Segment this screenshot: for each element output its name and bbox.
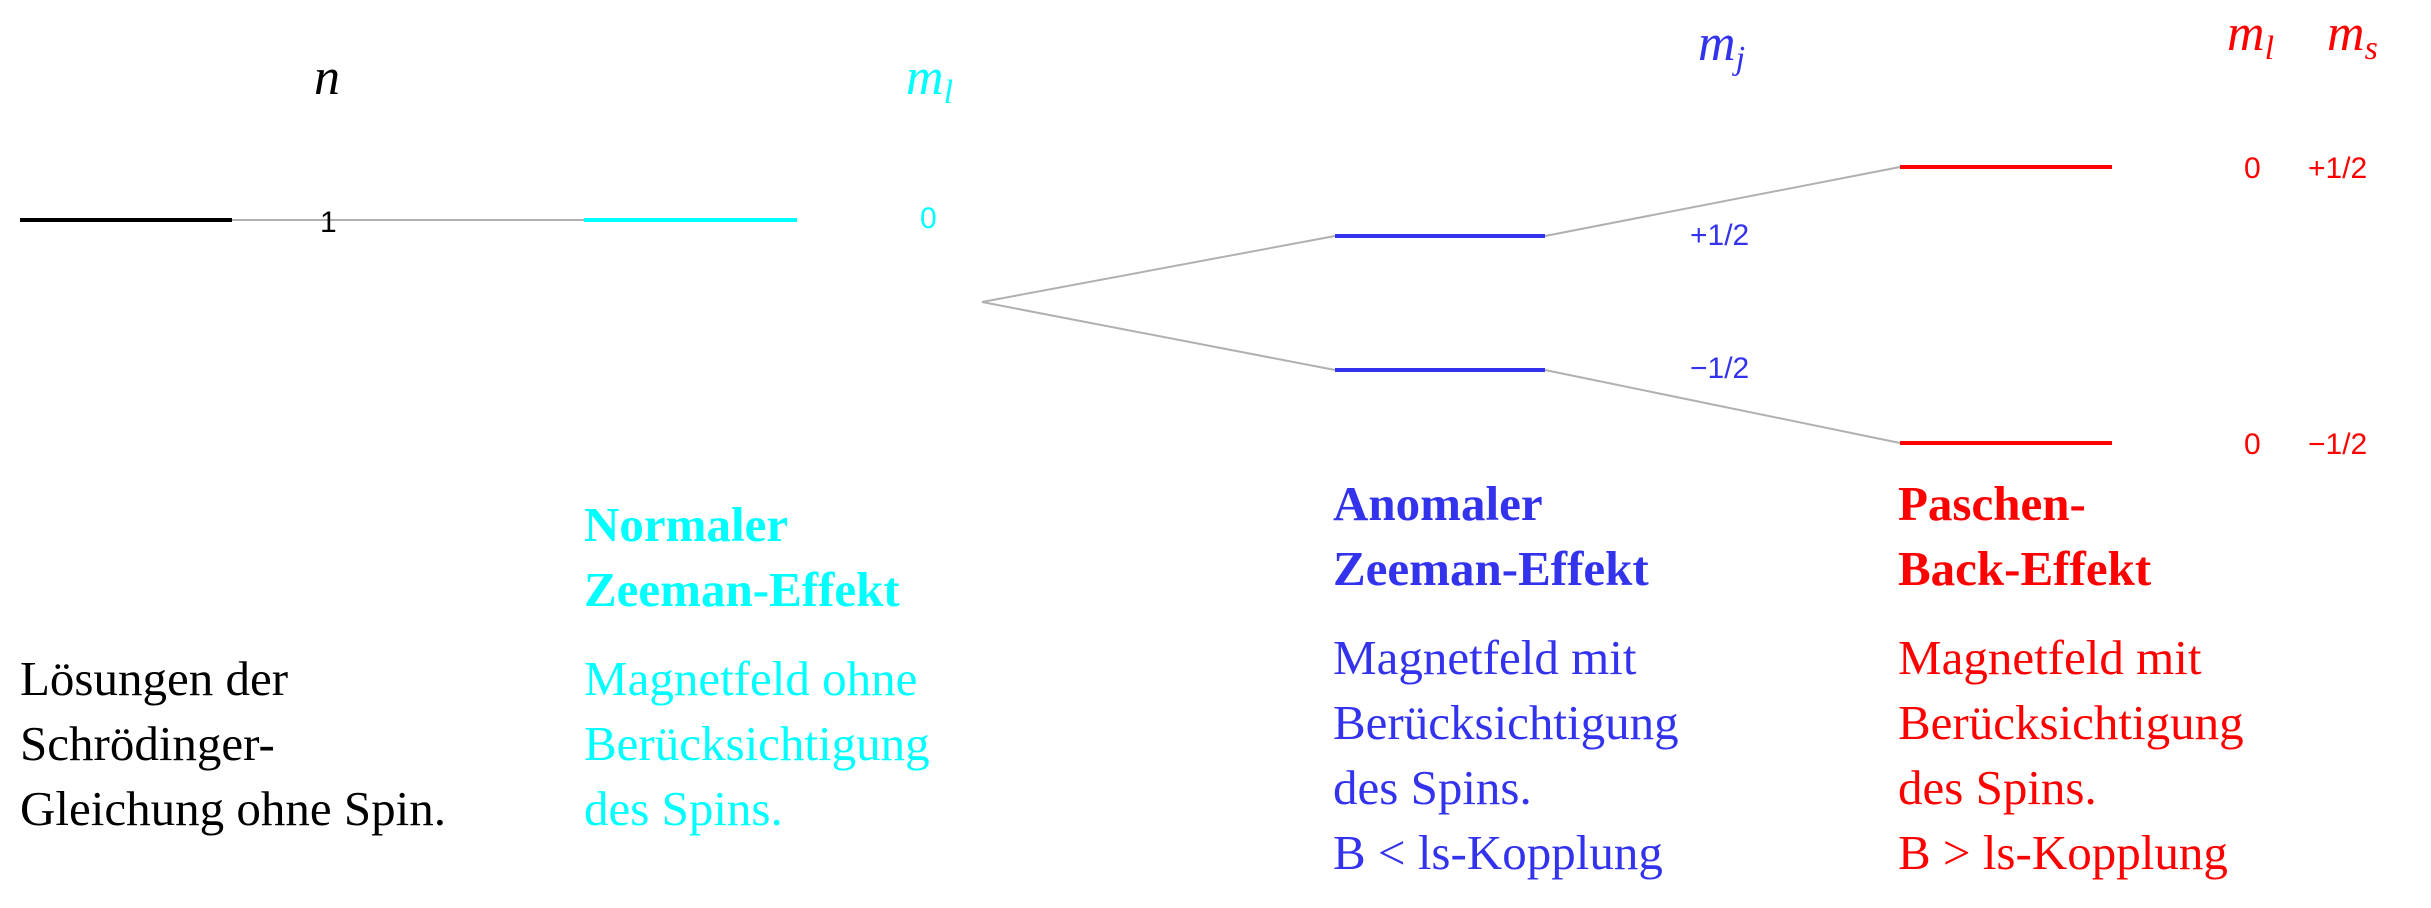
description-line: des Spins. <box>1898 760 2097 815</box>
title-line: Anomaler <box>1333 476 1543 531</box>
description-line: Berücksichtigung <box>1898 695 2244 750</box>
description-line: Magnetfeld mit <box>1333 630 1637 685</box>
schroedinger-description: Lösungen der Schrödinger- Gleichung ohne… <box>20 646 446 841</box>
description-line: B < ls-Kopplung <box>1333 825 1663 880</box>
header-ms-paschen: ms <box>2327 5 2378 67</box>
paschen-back-title: Paschen- Back-Effekt <box>1898 471 2151 601</box>
label-paschen-lower-ms: −1/2 <box>2308 428 2368 461</box>
description-line: Berücksichtigung <box>1333 695 1679 750</box>
description-line: Magnetfeld mit <box>1898 630 2202 685</box>
description-line: Lösungen der <box>20 651 289 706</box>
connector-anomal-upper-to-paschen-upper <box>1544 166 1901 237</box>
description-line: Schrödinger- <box>20 716 275 771</box>
paschen-back-description: Magnetfeld mit Berücksichtigung des Spin… <box>1898 625 2244 885</box>
description-line: des Spins. <box>584 781 783 836</box>
description-line: Magnetfeld ohne <box>584 651 918 706</box>
description-line: Berücksichtigung <box>584 716 930 771</box>
normal-zeeman-title: Normaler Zeeman-Effekt <box>584 492 900 622</box>
label-ml-value: 0 <box>920 202 937 235</box>
title-line: Back-Effekt <box>1898 541 2152 596</box>
label-mj-lower: −1/2 <box>1690 352 1750 385</box>
header-n: n <box>314 49 340 106</box>
header-ml-normal: ml <box>906 49 954 111</box>
label-paschen-upper-ms: +1/2 <box>2308 152 2368 185</box>
connector-normal-to-anomal-lower <box>981 301 1336 371</box>
label-mj-upper: +1/2 <box>1690 219 1750 252</box>
label-paschen-upper-ml: 0 <box>2244 152 2261 185</box>
connector-anomal-lower-to-paschen-lower <box>1544 369 1901 444</box>
normal-zeeman-description: Magnetfeld ohne Berücksichtigung des Spi… <box>584 646 930 841</box>
description-line: Gleichung ohne Spin. <box>20 781 446 836</box>
label-paschen-lower-ml: 0 <box>2244 428 2261 461</box>
title-line: Normaler <box>584 497 789 552</box>
anomal-zeeman-description: Magnetfeld mit Berücksichtigung des Spin… <box>1333 625 1679 885</box>
description-line: des Spins. <box>1333 760 1532 815</box>
connector-normal-to-anomal-upper <box>981 235 1336 303</box>
header-ml-paschen: ml <box>2227 5 2275 67</box>
title-line: Zeeman-Effekt <box>1333 541 1649 596</box>
title-line: Zeeman-Effekt <box>584 562 900 617</box>
description-line: B > ls-Kopplung <box>1898 825 2228 880</box>
anomal-zeeman-title: Anomaler Zeeman-Effekt <box>1333 471 1649 601</box>
title-line: Paschen- <box>1898 476 2086 531</box>
label-n-value: 1 <box>320 206 337 239</box>
header-mj: mj <box>1698 15 1746 77</box>
